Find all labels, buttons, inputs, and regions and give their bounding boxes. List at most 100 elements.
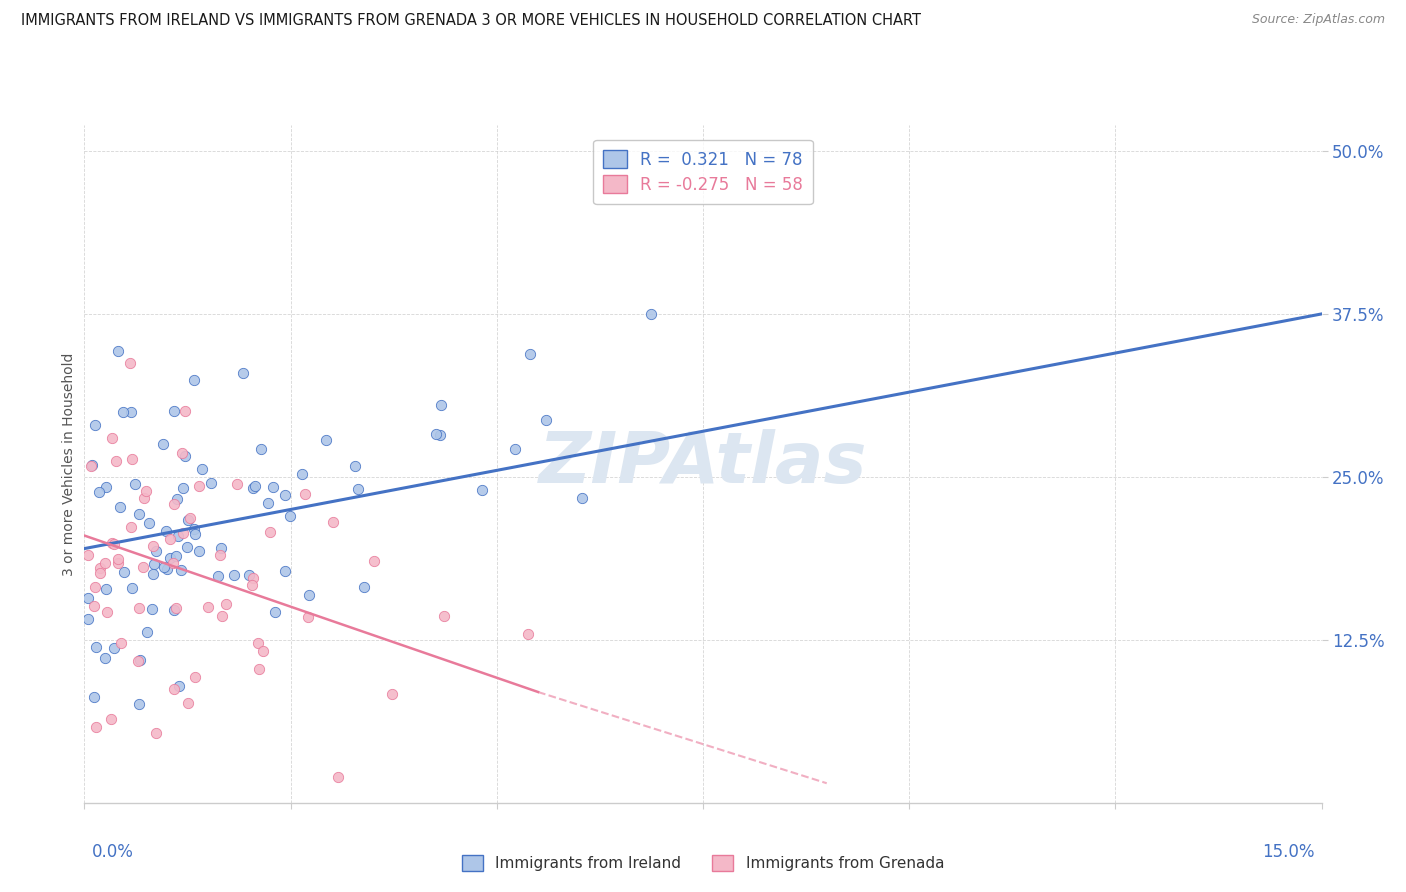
- Point: [200, 476, 222, 491]
- Point: [187, 479, 209, 493]
- Point: [103, 537, 125, 551]
- Point: [141, 602, 163, 616]
- Text: IMMIGRANTS FROM IRELAND VS IMMIGRANTS FROM GRENADA 3 OR MORE VEHICLES IN HOUSEHO: IMMIGRANTS FROM IRELAND VS IMMIGRANTS FR…: [21, 13, 921, 29]
- Point: [208, 548, 231, 562]
- Point: [142, 539, 165, 553]
- Point: [96, 605, 118, 619]
- Point: [155, 524, 177, 539]
- Point: [89, 566, 111, 580]
- Point: [101, 536, 124, 550]
- Point: [101, 431, 124, 445]
- Y-axis label: 3 or more Vehicles in Household: 3 or more Vehicles in Household: [62, 352, 76, 575]
- Point: [471, 483, 494, 497]
- Point: [191, 462, 214, 476]
- Point: [172, 446, 194, 460]
- Point: [176, 540, 198, 554]
- Point: [242, 577, 264, 591]
- Point: [96, 582, 118, 597]
- Point: [173, 449, 195, 463]
- Point: [162, 556, 184, 570]
- Point: [129, 653, 152, 667]
- Point: [107, 552, 129, 566]
- Point: [135, 624, 157, 639]
- Point: [108, 500, 131, 514]
- Point: [135, 484, 157, 499]
- Point: [103, 640, 125, 655]
- Point: [165, 600, 187, 615]
- Point: [87, 484, 110, 499]
- Point: [145, 544, 167, 558]
- Point: [77, 612, 100, 626]
- Point: [84, 640, 107, 655]
- Point: [120, 405, 142, 419]
- Point: [169, 679, 191, 693]
- Point: [94, 651, 117, 665]
- Point: [298, 588, 321, 602]
- Point: [82, 458, 104, 473]
- Point: [79, 458, 101, 473]
- Point: [172, 481, 194, 495]
- Point: [120, 520, 142, 534]
- Point: [145, 726, 167, 740]
- Point: [131, 560, 153, 574]
- Point: [516, 627, 538, 641]
- Point: [250, 442, 273, 456]
- Point: [211, 609, 233, 624]
- Text: 15.0%: 15.0%: [1263, 843, 1315, 861]
- Point: [156, 562, 179, 576]
- Point: [176, 513, 198, 527]
- Point: [167, 528, 190, 542]
- Point: [128, 601, 150, 615]
- Point: [142, 567, 165, 582]
- Point: [83, 599, 105, 614]
- Point: [184, 670, 207, 684]
- Point: [222, 568, 245, 582]
- Point: [165, 549, 187, 563]
- Point: [315, 434, 337, 448]
- Point: [107, 556, 129, 570]
- Point: [118, 356, 141, 370]
- Point: [172, 526, 194, 541]
- Point: [274, 564, 297, 578]
- Point: [297, 610, 319, 624]
- Point: [170, 563, 193, 577]
- Point: [259, 525, 281, 540]
- Point: [89, 561, 111, 575]
- Point: [177, 696, 200, 710]
- Point: [110, 636, 132, 650]
- Point: [209, 541, 232, 556]
- Point: [100, 712, 122, 726]
- Legend: Immigrants from Ireland, Immigrants from Grenada: Immigrants from Ireland, Immigrants from…: [456, 849, 950, 877]
- Point: [242, 570, 264, 584]
- Point: [124, 476, 146, 491]
- Point: [159, 550, 181, 565]
- Point: [294, 487, 316, 501]
- Point: [429, 427, 451, 442]
- Point: [197, 599, 219, 614]
- Point: [152, 437, 174, 451]
- Point: [291, 467, 314, 482]
- Point: [430, 398, 453, 412]
- Point: [94, 480, 117, 494]
- Point: [232, 366, 254, 380]
- Point: [77, 591, 100, 605]
- Point: [381, 687, 404, 701]
- Point: [163, 403, 186, 417]
- Point: [153, 559, 176, 574]
- Point: [225, 476, 247, 491]
- Point: [183, 373, 205, 387]
- Point: [571, 491, 593, 506]
- Point: [640, 307, 662, 321]
- Point: [128, 507, 150, 521]
- Point: [242, 482, 264, 496]
- Point: [84, 580, 107, 594]
- Point: [112, 404, 135, 418]
- Point: [105, 454, 128, 468]
- Point: [128, 697, 150, 711]
- Point: [173, 404, 195, 418]
- Point: [188, 543, 211, 558]
- Point: [536, 412, 558, 426]
- Point: [262, 480, 284, 494]
- Point: [247, 662, 270, 676]
- Point: [433, 609, 456, 624]
